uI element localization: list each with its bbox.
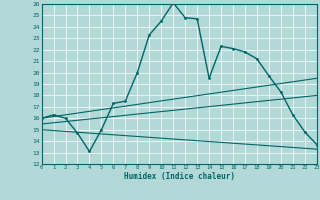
X-axis label: Humidex (Indice chaleur): Humidex (Indice chaleur) <box>124 172 235 181</box>
